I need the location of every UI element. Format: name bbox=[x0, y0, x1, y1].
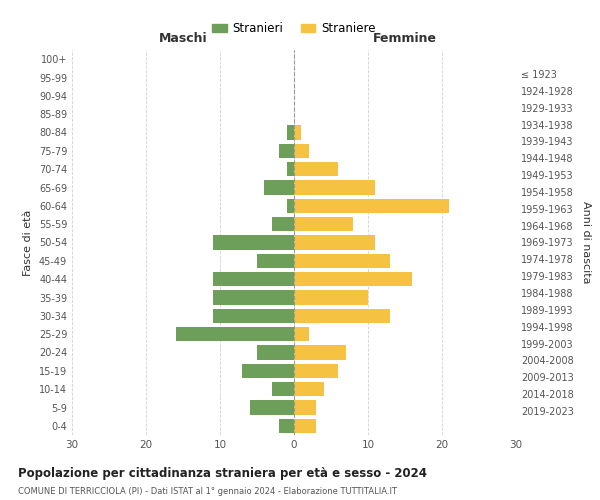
Bar bbox=[212, 236, 294, 250]
Bar bbox=[294, 236, 376, 250]
Bar bbox=[294, 162, 338, 176]
Bar bbox=[212, 290, 294, 304]
Bar bbox=[294, 180, 376, 194]
Bar bbox=[294, 290, 368, 304]
Bar bbox=[294, 254, 390, 268]
Bar bbox=[250, 400, 294, 414]
Text: Maschi: Maschi bbox=[158, 32, 208, 44]
Bar bbox=[212, 272, 294, 286]
Bar bbox=[242, 364, 294, 378]
Text: Femmine: Femmine bbox=[373, 32, 437, 44]
Bar bbox=[294, 418, 316, 433]
Bar bbox=[257, 254, 294, 268]
Y-axis label: Fasce di età: Fasce di età bbox=[23, 210, 33, 276]
Legend: Stranieri, Straniere: Stranieri, Straniere bbox=[208, 18, 380, 40]
Bar bbox=[279, 418, 294, 433]
Text: Popolazione per cittadinanza straniera per età e sesso - 2024: Popolazione per cittadinanza straniera p… bbox=[18, 468, 427, 480]
Bar bbox=[294, 382, 323, 396]
Bar bbox=[287, 198, 294, 213]
Bar bbox=[294, 346, 346, 360]
Y-axis label: Anni di nascita: Anni di nascita bbox=[581, 201, 590, 284]
Bar bbox=[272, 217, 294, 232]
Bar bbox=[272, 382, 294, 396]
Bar bbox=[257, 346, 294, 360]
Bar bbox=[294, 400, 316, 414]
Bar bbox=[212, 308, 294, 323]
Bar bbox=[279, 144, 294, 158]
Bar bbox=[294, 126, 301, 140]
Bar bbox=[294, 144, 309, 158]
Text: COMUNE DI TERRICCIOLA (PI) - Dati ISTAT al 1° gennaio 2024 - Elaborazione TUTTIT: COMUNE DI TERRICCIOLA (PI) - Dati ISTAT … bbox=[18, 488, 397, 496]
Bar bbox=[176, 327, 294, 342]
Bar bbox=[287, 126, 294, 140]
Bar bbox=[265, 180, 294, 194]
Bar bbox=[294, 327, 309, 342]
Bar bbox=[294, 308, 390, 323]
Bar bbox=[294, 217, 353, 232]
Bar bbox=[294, 198, 449, 213]
Bar bbox=[294, 364, 338, 378]
Bar bbox=[294, 272, 412, 286]
Bar bbox=[287, 162, 294, 176]
